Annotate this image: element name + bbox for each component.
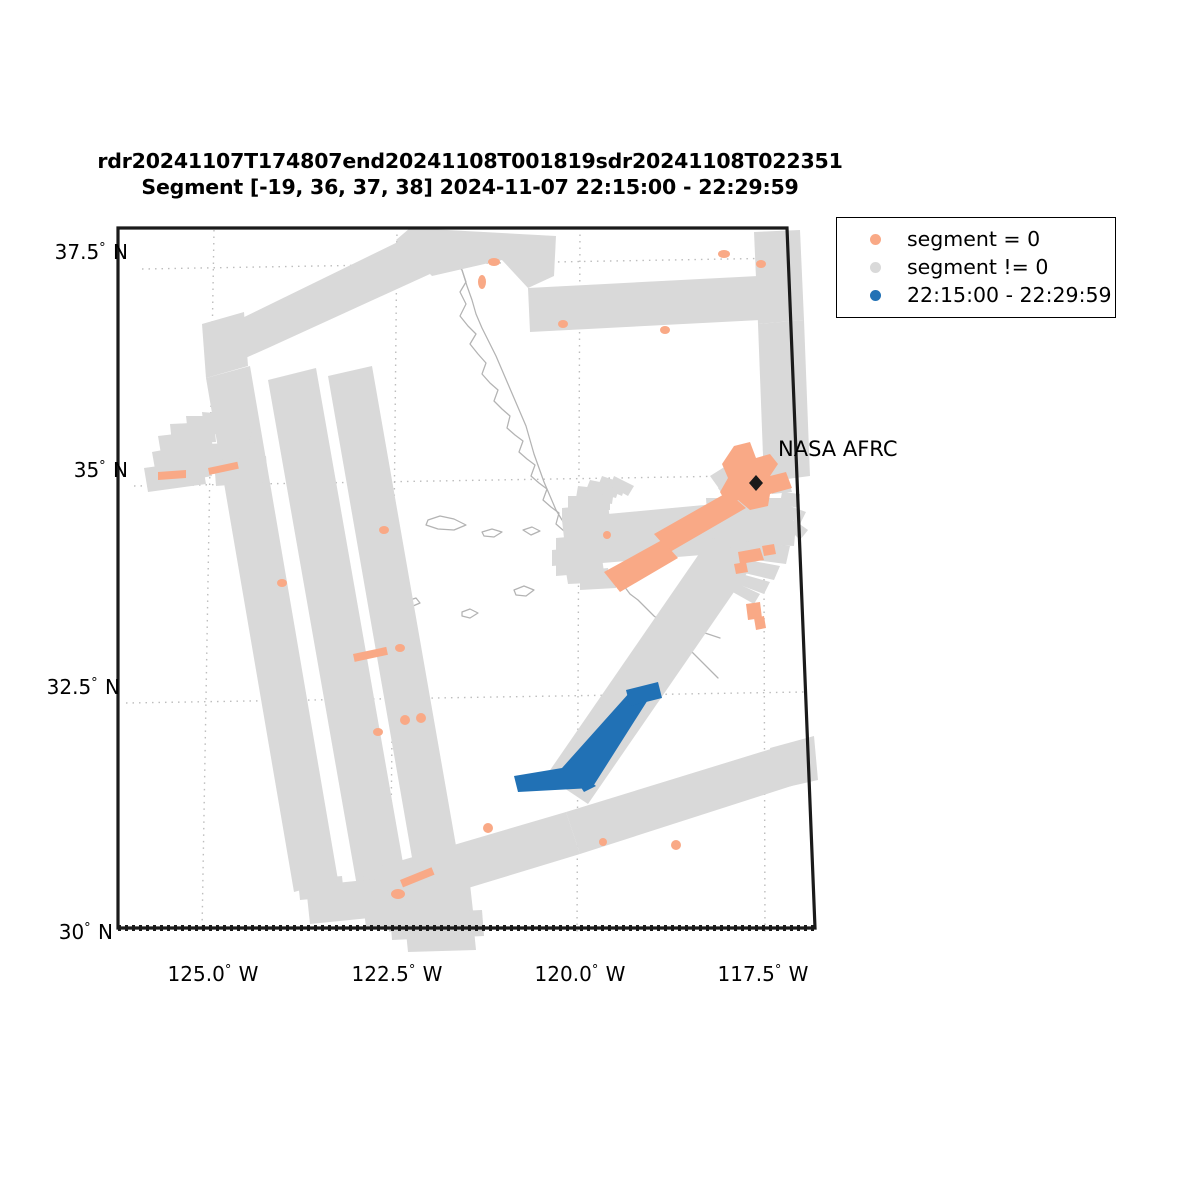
salmon-dot-central-fan <box>603 531 611 539</box>
legend-marker-time-window <box>847 289 903 301</box>
diamond-marker <box>749 475 763 491</box>
salmon-la-node-1 <box>738 548 764 564</box>
swath-bottom-node-cluster <box>298 876 484 952</box>
salmon-band-afrc-sw <box>654 492 746 552</box>
gridline-lat-32_5 <box>125 691 805 704</box>
blue-segment-main <box>514 684 658 792</box>
map-axes <box>110 220 830 952</box>
salmon-mark-west-6 <box>353 646 388 662</box>
map-frame <box>116 226 817 931</box>
salmon-la-node-2 <box>762 544 776 556</box>
salmon-la-node-4 <box>746 602 762 620</box>
legend-item-time-window[interactable]: 22:15:00 - 22:29:59 <box>837 281 1115 309</box>
island-santa-catalina <box>513 585 535 597</box>
swath-west-leg-2 <box>268 368 406 892</box>
salmon-la-node-3 <box>734 562 748 574</box>
ytick-label-35_0: 35° N <box>73 458 128 482</box>
salmon-dot-north-3 <box>718 250 730 258</box>
border-california-nevada <box>461 269 563 521</box>
blue-segment-tip <box>626 682 662 706</box>
swath-north-node-cluster <box>396 228 556 288</box>
salmon-dot-west-3 <box>379 526 389 534</box>
salmon-dot-west-5 <box>395 644 405 652</box>
salmon-mark-south-4 <box>399 867 435 888</box>
legend-box[interactable]: segment = 0 segment != 0 22:15:00 - 22:2… <box>836 217 1116 318</box>
swath-nw-node <box>202 312 248 378</box>
frame-outline <box>116 226 817 930</box>
salmon-dot-north-2 <box>478 275 486 289</box>
salmon-dot-south-5 <box>391 889 405 899</box>
site-annotation-label: NASA AFRC <box>778 437 898 461</box>
swath-west-leg-3 <box>328 366 462 892</box>
xtick-label-120_0: 120.0° W <box>534 962 626 986</box>
chart-title: rdr20241107T174807end20241108T001819sdr2… <box>0 148 940 200</box>
swath-group-blue <box>514 682 662 792</box>
ytick-label-32_5: 32.5° N <box>46 675 120 699</box>
swath-southeast-node <box>770 736 818 790</box>
salmon-dot-west-9 <box>373 728 383 736</box>
title-line-1: rdr20241107T174807end20241108T001819sdr2… <box>97 149 843 173</box>
island-santa-cruz <box>425 515 467 531</box>
island-san-miguel <box>522 526 541 536</box>
salmon-dot-west-4 <box>277 579 287 587</box>
legend-item-segment-nonzero[interactable]: segment != 0 <box>837 253 1115 281</box>
title-line-2: Segment [-19, 36, 37, 38] 2024-11-07 22:… <box>141 175 799 200</box>
salmon-mark-west-2 <box>208 461 239 475</box>
ytick-label-30_0: 30° N <box>58 920 113 944</box>
xtick-label-125_0: 125.0° W <box>167 962 259 986</box>
legend-marker-segment-zero <box>847 233 903 245</box>
legend-label-time-window: 22:15:00 - 22:29:59 <box>907 283 1112 307</box>
swath-west-leg-1 <box>206 366 338 892</box>
salmon-dot-south-1 <box>483 823 493 833</box>
salmon-dot-north-4 <box>756 260 766 268</box>
legend-marker-segment-nonzero <box>847 261 903 273</box>
island-san-nicolas <box>461 608 479 619</box>
swath-southeast-band <box>566 740 810 854</box>
swath-east-west-band <box>528 274 800 332</box>
salmon-dot-south-3 <box>599 838 607 846</box>
salmon-band-afrc-sw-2 <box>604 540 678 592</box>
salmon-dot-north-1 <box>488 258 500 266</box>
legend-label-segment-nonzero: segment != 0 <box>907 255 1049 279</box>
salmon-dot-north-6 <box>558 320 568 328</box>
xtick-label-122_5: 122.5° W <box>351 962 443 986</box>
salmon-mark-west-1 <box>158 470 186 480</box>
salmon-dot-north-5 <box>660 326 670 334</box>
legend-item-segment-zero[interactable]: segment = 0 <box>837 225 1115 253</box>
salmon-dot-west-8 <box>416 713 426 723</box>
swath-offshore-arm <box>214 456 268 486</box>
blue-segment-notch <box>580 780 596 792</box>
ytick-label-37_5: 37.5° N <box>54 240 128 264</box>
xtick-label-117_5: 117.5° W <box>717 962 809 986</box>
island-santa-rosa <box>481 528 503 538</box>
swath-nw-diagonal-upper <box>230 238 430 364</box>
swath-layer-time-window <box>514 682 662 792</box>
salmon-dot-south-2 <box>671 840 681 850</box>
site-marker-layer <box>749 475 763 491</box>
salmon-dot-west-7 <box>400 715 410 725</box>
legend-label-segment-zero: segment = 0 <box>907 227 1041 251</box>
salmon-la-node-5 <box>754 616 766 630</box>
